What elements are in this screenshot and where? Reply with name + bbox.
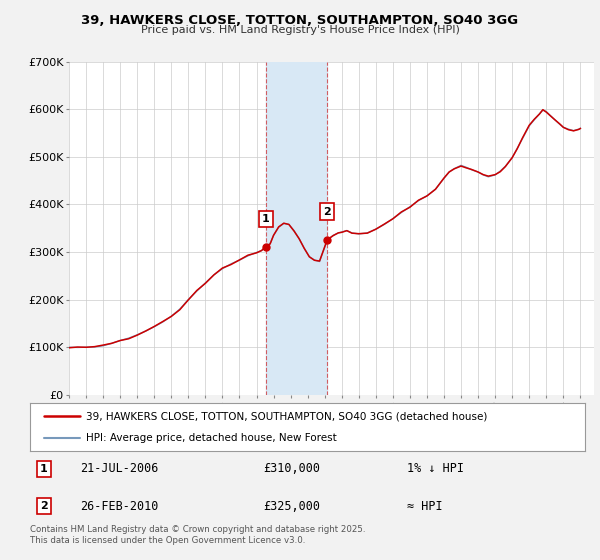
Text: 1: 1 <box>40 464 48 474</box>
Text: HPI: Average price, detached house, New Forest: HPI: Average price, detached house, New … <box>86 433 336 443</box>
Text: £325,000: £325,000 <box>263 500 320 512</box>
Text: 26-FEB-2010: 26-FEB-2010 <box>80 500 158 512</box>
Text: Contains HM Land Registry data © Crown copyright and database right 2025.
This d: Contains HM Land Registry data © Crown c… <box>30 525 365 545</box>
Text: 2: 2 <box>40 501 48 511</box>
Text: ≈ HPI: ≈ HPI <box>407 500 443 512</box>
Text: 39, HAWKERS CLOSE, TOTTON, SOUTHAMPTON, SO40 3GG: 39, HAWKERS CLOSE, TOTTON, SOUTHAMPTON, … <box>82 14 518 27</box>
Text: 2: 2 <box>323 207 331 217</box>
Text: £310,000: £310,000 <box>263 463 320 475</box>
Text: 1% ↓ HPI: 1% ↓ HPI <box>407 463 464 475</box>
Text: 39, HAWKERS CLOSE, TOTTON, SOUTHAMPTON, SO40 3GG (detached house): 39, HAWKERS CLOSE, TOTTON, SOUTHAMPTON, … <box>86 411 487 421</box>
Text: 1: 1 <box>262 214 269 223</box>
Text: 21-JUL-2006: 21-JUL-2006 <box>80 463 158 475</box>
Text: Price paid vs. HM Land Registry's House Price Index (HPI): Price paid vs. HM Land Registry's House … <box>140 25 460 35</box>
Bar <box>266 62 327 395</box>
